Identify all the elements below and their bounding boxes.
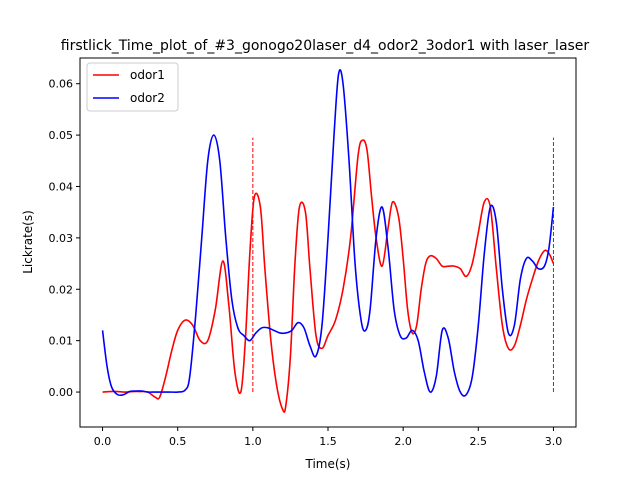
y-axis-ticks: 0.00 0.01 0.02 0.03 0.04 0.05 0.06 — [49, 78, 80, 399]
chart-title: firstlick_Time_plot_of_#3_gonogo20laser_… — [61, 38, 590, 54]
legend: odor1 odor2 — [86, 62, 179, 112]
x-axis-label: Time(s) — [305, 457, 351, 471]
y-tick-label: 0.03 — [49, 232, 74, 245]
x-tick-label: 0.5 — [169, 435, 187, 448]
series-lines — [101, 69, 555, 413]
y-tick-label: 0.02 — [49, 283, 74, 296]
marker-lines — [252, 137, 554, 393]
x-tick-label: 2.5 — [470, 435, 488, 448]
x-tick-label: 1.5 — [319, 435, 337, 448]
y-tick-label: 0.06 — [49, 78, 74, 91]
y-tick-label: 0.04 — [49, 180, 74, 193]
x-tick-label: 3.0 — [545, 435, 563, 448]
x-tick-label: 1.0 — [244, 435, 262, 448]
legend-label-odor1: odor1 — [130, 68, 165, 82]
y-axis-label: Lickrate(s) — [21, 210, 35, 274]
y-tick-label: 0.05 — [49, 129, 74, 142]
x-tick-label: 0.0 — [94, 435, 112, 448]
y-tick-label: 0.01 — [49, 335, 74, 348]
x-axis-ticks: 0.0 0.5 1.0 1.5 2.0 2.5 3.0 — [94, 427, 562, 448]
series-line-odor1 — [102, 139, 555, 413]
series-line-odor2 — [101, 69, 555, 397]
y-tick-label: 0.00 — [49, 386, 74, 399]
x-tick-label: 2.0 — [394, 435, 412, 448]
legend-label-odor2: odor2 — [130, 91, 165, 105]
